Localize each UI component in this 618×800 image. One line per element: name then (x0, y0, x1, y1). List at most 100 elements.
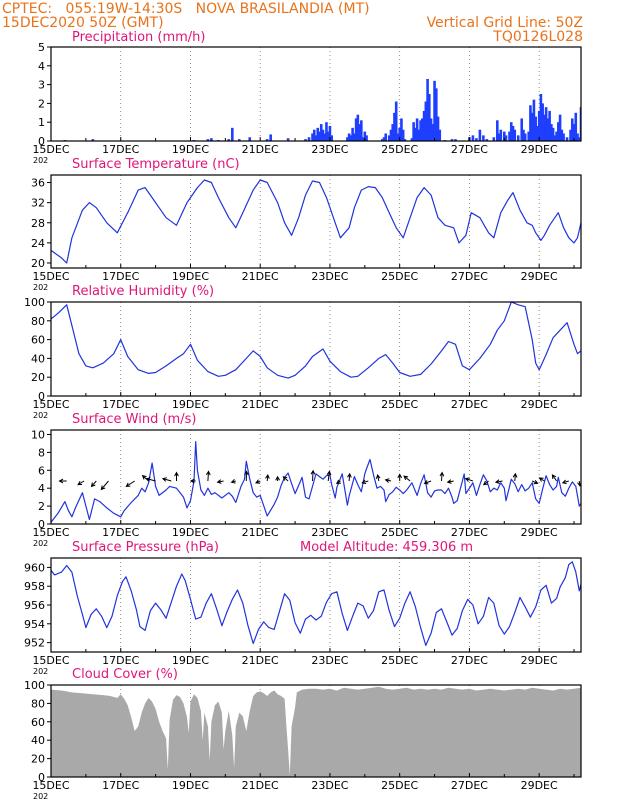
cloud-ytick-label: 60 (31, 716, 45, 729)
precip-bar (384, 133, 388, 141)
cloud-ytick-label: 100 (24, 679, 45, 692)
temp-series-line (51, 179, 581, 264)
precip-date-label: 17DEC (102, 143, 139, 156)
wind-arrow (335, 479, 341, 484)
wind-ytick-label: 0 (38, 518, 45, 531)
cloud-date-label: 23DEC (311, 779, 348, 792)
rh-date-label: 15DEC (32, 398, 69, 411)
temp-ytick-label: 20 (31, 257, 45, 270)
precip-bar (398, 127, 401, 141)
precip-bar (330, 135, 333, 141)
precip-bar (389, 129, 393, 141)
rh-date-label: 25DEC (381, 398, 418, 411)
precip-bar (550, 124, 553, 141)
wind-arrow (494, 479, 503, 484)
precip-bar (482, 135, 485, 141)
wind-ytick-label: 4 (38, 482, 45, 495)
wind-date-label: 29DEC (521, 526, 558, 539)
wind-arrow (482, 480, 489, 486)
precip-bar (424, 101, 428, 141)
precip-bar (421, 118, 424, 141)
precip-bar (356, 114, 360, 141)
pres-ytick-label: 958 (24, 580, 45, 593)
rh-ytick-label: 20 (31, 371, 45, 384)
precip-ytick-label: 1 (38, 116, 45, 129)
wind-arrow (90, 480, 97, 488)
wind-arrow (512, 472, 518, 482)
wind-arrow (125, 480, 135, 487)
precip-bar (570, 118, 574, 141)
precip-bar (558, 114, 562, 141)
precip-bar (450, 139, 454, 141)
precip-bar (496, 120, 499, 141)
precip-date-label: 23DEC (311, 143, 348, 156)
wind-arrow (375, 473, 381, 482)
cloud-panel: 0 20 40 60 80 100 15DEC 17DEC 19DEC 21DEC 23DEC 25D… (24, 667, 582, 800)
rh-ytick-label: 0 (38, 390, 45, 403)
pres-date-label: 29DEC (521, 654, 558, 667)
wind-arrow (538, 477, 545, 482)
precip-bar (346, 137, 349, 141)
precip-bar (206, 139, 210, 141)
wind-arrow (397, 473, 403, 481)
wind-date-label: 17DEC (102, 526, 139, 539)
precip-bar (499, 129, 503, 141)
model-altitude: Model Altitude: 459.306 m (300, 540, 473, 555)
temp-date-label: 29DEC (521, 270, 558, 283)
wind-arrow (265, 473, 270, 482)
rh-date-label: 29DEC (521, 398, 558, 411)
wind-ytick-label: 8 (38, 446, 45, 459)
wind-ytick-label: 10 (31, 428, 45, 441)
wind-arrow (361, 479, 369, 485)
wind-arrow (423, 480, 432, 485)
precip-bar (347, 133, 351, 141)
precip-bar (555, 131, 558, 141)
temp-ytick-label: 36 (31, 177, 45, 190)
cloud-date-label: 29DEC (521, 779, 558, 792)
precip-bar (382, 137, 386, 141)
wind-arrow (446, 479, 454, 484)
precip-ytick-label: 2 (38, 97, 45, 110)
pres-series-line (51, 561, 581, 646)
precip-bar (539, 94, 543, 141)
precip-bar (551, 127, 555, 141)
precip-bar (422, 110, 426, 141)
precip-bar (304, 139, 307, 141)
precip-bar (529, 105, 532, 141)
wind-arrow (439, 471, 445, 482)
precip-bar (321, 129, 325, 141)
precip-bar (522, 129, 525, 141)
precip-bar (431, 124, 435, 141)
precip-bar (546, 118, 550, 141)
temp-date-label: 15DEC (32, 270, 69, 283)
cloud-date-label: 21DEC (242, 779, 279, 792)
cloud-cover-area (51, 686, 581, 777)
precip-bar (433, 80, 436, 141)
precip-bar (210, 138, 213, 141)
precip-bar (513, 129, 517, 141)
wind-arrow (326, 470, 332, 482)
precip-bar (429, 118, 433, 141)
precip-bar (544, 107, 548, 141)
pres-date-label: 21DEC (242, 654, 279, 667)
precip-bar (548, 110, 551, 141)
temp-date-label: 19DEC (172, 270, 209, 283)
precip-bar (478, 129, 482, 141)
temp-ytick-label: 32 (31, 197, 45, 210)
wind-title: Surface Wind (m/s) (72, 412, 196, 427)
wind-panel: 0 2 4 6 8 10 15DEC 17DEC 19DEC 21DEC 23DEC 25DEC 27D… (31, 412, 582, 548)
precip-bar (426, 78, 429, 141)
precip-bar (438, 129, 442, 141)
precip-bar (269, 134, 272, 141)
precip-bar (492, 137, 496, 141)
precip-bar (410, 138, 414, 141)
precip-bar (502, 131, 506, 141)
cloud-ytick-label: 0 (38, 771, 45, 784)
wind-ytick-label: 2 (38, 500, 45, 513)
rh-year-label: 202 (33, 411, 48, 420)
pres-ytick-label: 952 (24, 637, 45, 650)
wind-date-label: 25DEC (381, 526, 418, 539)
precip-bar (516, 135, 520, 141)
rh-series-line (51, 302, 581, 379)
